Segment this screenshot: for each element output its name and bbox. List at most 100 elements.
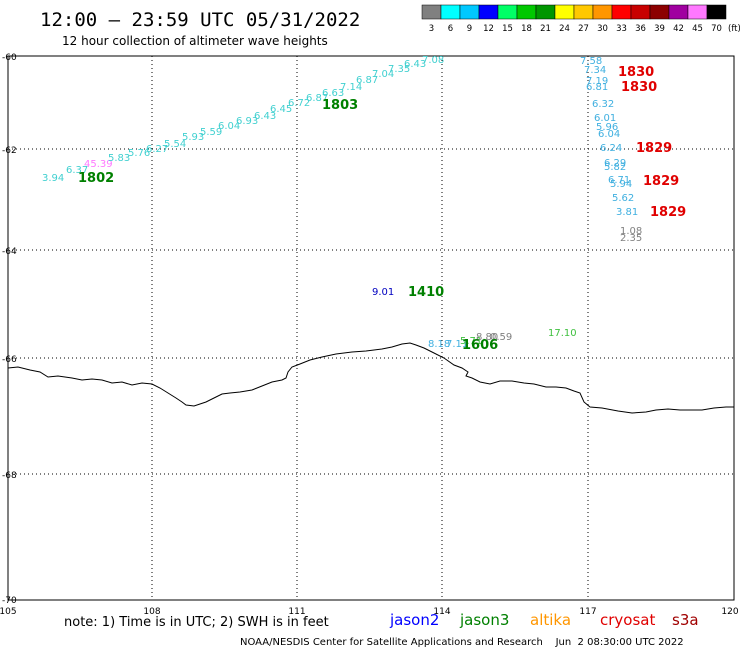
pass-time-label: 1803 [322,98,358,113]
colorbar-tick-label: 27 [578,24,589,34]
swh-reading: 1.08 [620,226,642,237]
footer-note: note: 1) Time is in UTC; 2) SWH is in fe… [64,615,329,630]
swh-reading: 6.32 [592,99,614,110]
lon-label-105: 105 [0,607,17,617]
swh-reading: 3.94 [42,173,64,184]
swh-reading: 17.10 [548,328,577,339]
colorbar-tick-label: 70 [711,24,722,34]
colorbar-swatch [573,4,594,20]
swh-reading: 6.45 [270,104,292,115]
pass-time-label: 1829 [636,141,672,156]
colorbar-tick-label: 9 [467,24,472,34]
colorbar-legend: 3 6 9 12 15 18 21 24 27 30 33 36 39 42 45 70 (ft) [421,4,740,34]
swh-reading: 6.24 [600,143,622,154]
lat-label-64: -64 [2,247,17,257]
swh-reading: 7.14 [340,82,362,93]
swh-reading: 5.93 [182,132,204,143]
pass-time-label: 1829 [643,174,679,189]
swh-reading: 6.27 [146,144,168,155]
lat-label-66: -66 [2,355,17,365]
swh-reading: 6.63 [322,88,344,99]
swh-reading: 6.43 [254,111,276,122]
swh-reading: 8.18 [428,339,450,350]
colorbar-tick-label: 3 [429,24,434,34]
swh-reading: 6.04 [218,121,240,132]
swh-reading: 0.59 [490,332,512,343]
lat-label-60: -60 [2,53,17,63]
swh-reading: 5.59 [200,127,222,138]
colorbar-tick-label: 30 [597,24,608,34]
pass-time-label: 1606 [462,338,498,353]
lon-label-111: 111 [288,607,305,617]
swh-reading: 7.58 [580,56,602,67]
colorbar-swatch [535,4,556,20]
swh-reading: 6.04 [598,129,620,140]
colorbar-swatch [668,4,689,20]
swh-reading: 5.94 [610,179,632,190]
swh-reading: 6.43 [404,59,426,70]
credit-line: NOAA/NESDIS Center for Satellite Applica… [240,637,684,648]
colorbar-tick-label: 45 [692,24,703,34]
colorbar-tick-label: 39 [654,24,665,34]
mission-jason3: jason3 [459,611,509,629]
swh-reading: 6.37 [66,165,88,176]
swh-reading: 6.01 [594,113,616,124]
swh-reading: 7.11 [446,339,468,350]
colorbar-swatch [459,4,480,20]
lat-label-70: -70 [2,596,17,606]
mission-altika: altika [530,611,571,629]
swh-reading: 5.54 [164,139,186,150]
swh-reading: 6.93 [236,116,258,127]
colorbar-swatch [478,4,499,20]
colorbar-swatch [687,4,708,20]
coastline [7,342,734,414]
colorbar-tick-label: 6 [448,24,453,34]
swh-reading: 7.34 [584,65,606,76]
mission-jason2: jason2 [389,611,439,629]
graticule [8,56,734,600]
colorbar-swatch [421,4,442,20]
pass-time-label: 1830 [618,65,654,80]
swh-reading: 7.08 [422,55,444,66]
pass-time-label: 1410 [408,285,444,300]
pass-time-label: 1829 [650,205,686,220]
swh-reading: 6.87 [356,75,378,86]
colorbar-swatch [497,4,518,20]
colorbar-unit-label: (ft) [728,24,740,34]
colorbar-swatch [630,4,651,20]
map-title: 12:00 – 23:59 UTC 05/31/2022 [40,9,360,31]
mission-cryosat: cryosat [600,611,655,629]
swh-reading: 6.71 [608,175,630,186]
colorbar-tick-label: 15 [502,24,513,34]
colorbar-tick-label: 33 [616,24,627,34]
colorbar-tick-label: 42 [673,24,684,34]
swh-reading: 6.29 [604,158,626,169]
colorbar-swatch [440,4,461,20]
swh-reading: 5.62 [612,193,634,204]
lat-label-62: -62 [2,146,17,156]
swh-reading: 9.01 [372,287,394,298]
colorbar-swatch [554,4,575,20]
colorbar-swatch [592,4,613,20]
pass-time-label: 1830 [621,80,657,95]
colorbar-tick-label: 24 [559,24,570,34]
lon-label-117: 117 [579,607,596,617]
lon-label-108: 108 [143,607,160,617]
colorbar-swatch [611,4,632,20]
lon-label-120: 120 [721,607,738,617]
swh-reading: 8.80 [476,332,498,343]
swh-reading: 6.81 [586,82,608,93]
swh-reading: 3.81 [616,207,638,218]
colorbar-swatch [516,4,537,20]
colorbar-tick-label: 18 [521,24,532,34]
lon-label-114: 114 [433,607,450,617]
swh-reading: 6.87 [306,93,328,104]
pass-time-label: 1802 [78,171,114,186]
colorbar-tick-label: 36 [635,24,646,34]
swh-reading: 6.72 [288,98,310,109]
swh-reading: 2.35 [620,233,642,244]
swh-reading: 5.76 [128,148,150,159]
colorbar-tick-label: 21 [540,24,551,34]
